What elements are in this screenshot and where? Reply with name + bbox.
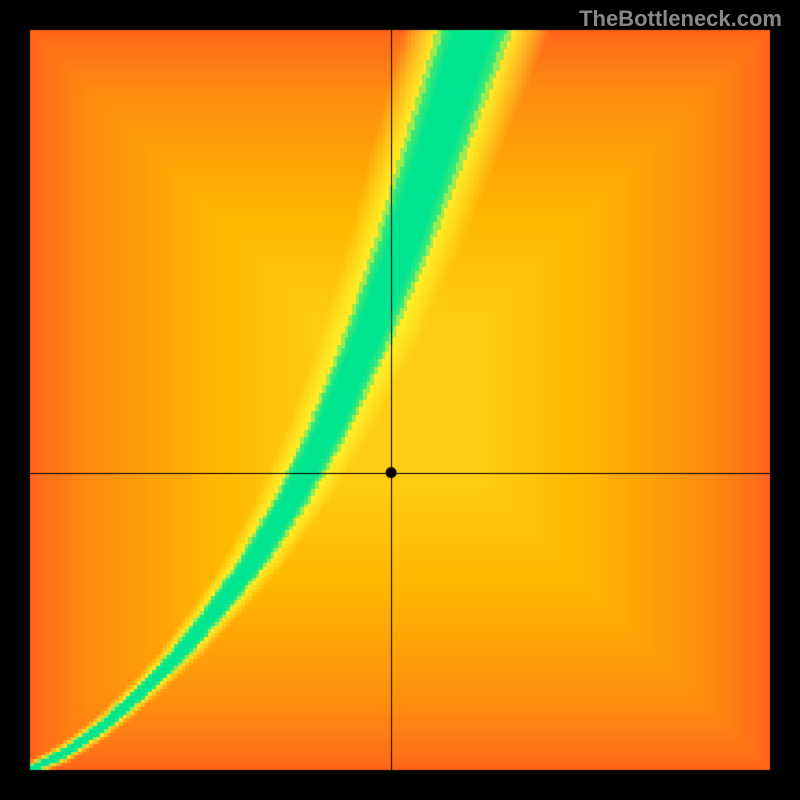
watermark-text: TheBottleneck.com — [579, 6, 782, 32]
chart-container: TheBottleneck.com — [0, 0, 800, 800]
heatmap-canvas — [0, 0, 800, 800]
